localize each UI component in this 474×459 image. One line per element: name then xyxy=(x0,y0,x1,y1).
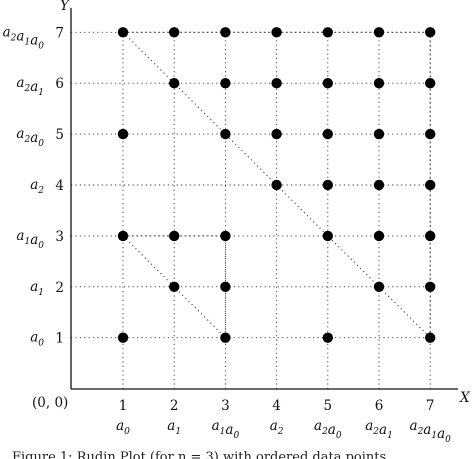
data-point xyxy=(425,27,436,38)
data-point xyxy=(117,230,129,242)
y-tick-label: a2a0 xyxy=(16,126,44,149)
data-point xyxy=(373,78,385,89)
data-point xyxy=(322,332,333,343)
y-tick-label: a2 xyxy=(30,177,44,196)
y-tick-number: 6 xyxy=(55,76,64,92)
y-tick-number: 2 xyxy=(55,280,64,296)
data-point xyxy=(169,281,180,292)
y-tick-number: 4 xyxy=(55,178,64,194)
data-point xyxy=(271,78,282,89)
data-point xyxy=(220,230,231,242)
data-point xyxy=(169,27,180,38)
data-point xyxy=(271,128,282,140)
data-point xyxy=(220,27,231,38)
x-tick-label: a2 xyxy=(270,418,284,437)
y-tick-number: 7 xyxy=(55,25,64,41)
data-point xyxy=(322,78,333,89)
tick-labels: 1 a0 2 a1 3 a1a0 4 a2 5 a2a0 6 a2a1 7 a2a1a0 1 a0 2 a1 3 a1… xyxy=(3,24,452,445)
y-tick-label: a1 xyxy=(30,279,44,298)
x-tick-label: a2a1 xyxy=(365,418,393,441)
data-point xyxy=(117,128,129,140)
data-point xyxy=(169,78,180,89)
x-tick-number: 5 xyxy=(324,398,333,414)
x-tick-number: 3 xyxy=(221,398,230,414)
data-points xyxy=(117,27,436,343)
data-point xyxy=(271,179,282,191)
data-point xyxy=(373,281,385,292)
figure-caption: Figure 1: Rudin Plot (for n = 3) with or… xyxy=(12,450,386,459)
data-point xyxy=(373,128,385,140)
y-tick-label: a1a0 xyxy=(16,228,44,251)
y-tick-label: a2a1a0 xyxy=(3,24,45,51)
data-point xyxy=(322,179,333,191)
x-tick-label: a1 xyxy=(167,418,181,437)
y-tick-number: 5 xyxy=(55,127,64,143)
y-tick-number: 1 xyxy=(55,331,64,347)
data-point xyxy=(322,128,333,140)
x-tick-number: 1 xyxy=(119,398,128,414)
data-point xyxy=(220,332,231,343)
data-point xyxy=(425,179,436,191)
data-point xyxy=(271,27,282,38)
data-point xyxy=(425,78,436,89)
x-tick-number: 7 xyxy=(426,398,435,414)
data-point xyxy=(322,27,333,38)
x-tick-label: a0 xyxy=(116,418,130,437)
origin-label: (0, 0) xyxy=(32,395,68,411)
data-point xyxy=(425,230,436,242)
x-axis-title: X xyxy=(459,390,471,406)
data-point xyxy=(220,281,231,292)
axes: Y X (0, 0) xyxy=(32,0,471,411)
data-point xyxy=(373,230,385,242)
y-axis-title: Y xyxy=(60,0,70,14)
data-point xyxy=(425,128,436,140)
y-tick-number: 3 xyxy=(55,229,64,245)
data-point xyxy=(322,230,333,242)
data-point xyxy=(425,332,436,343)
data-point xyxy=(373,179,385,191)
x-tick-label: a2a1a0 xyxy=(410,418,452,445)
x-tick-label: a2a0 xyxy=(314,418,342,441)
y-tick-label: a0 xyxy=(30,330,44,349)
data-point xyxy=(117,332,129,343)
data-point xyxy=(169,230,180,242)
x-tick-number: 4 xyxy=(272,398,281,414)
y-tick-label: a2a1 xyxy=(16,75,44,98)
x-tick-label: a1a0 xyxy=(212,418,240,441)
x-tick-number: 6 xyxy=(375,398,384,414)
data-point xyxy=(220,78,231,89)
x-tick-number: 2 xyxy=(170,398,179,414)
data-point xyxy=(117,27,129,38)
data-point xyxy=(220,128,231,140)
data-point xyxy=(425,281,436,292)
data-point xyxy=(373,27,385,38)
